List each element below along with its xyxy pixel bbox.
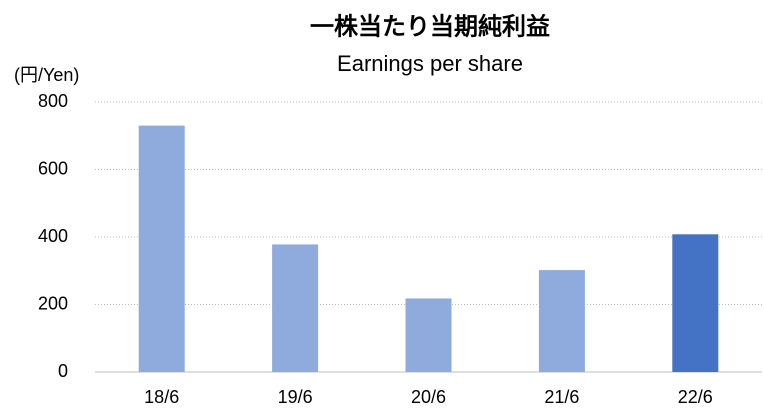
- x-tick-label: 20/6: [411, 387, 446, 407]
- chart-title: 一株当たり当期純利益: [310, 12, 550, 40]
- y-tick-label: 800: [38, 91, 68, 111]
- bar: [138, 125, 185, 372]
- x-tick-label: 22/6: [678, 387, 713, 407]
- bar: [672, 234, 719, 372]
- x-tick-label: 18/6: [144, 387, 179, 407]
- y-axis-label: (円/Yen): [14, 65, 79, 85]
- bar: [405, 298, 452, 372]
- y-tick-label: 400: [38, 226, 68, 246]
- y-tick-label: 0: [58, 361, 68, 381]
- x-tick-label: 21/6: [544, 387, 579, 407]
- bar: [272, 244, 319, 372]
- y-tick-label: 600: [38, 158, 68, 178]
- bar: [538, 270, 585, 372]
- y-tick-label: 200: [38, 293, 68, 313]
- x-tick-label: 19/6: [278, 387, 313, 407]
- chart-subtitle: Earnings per share: [337, 51, 523, 76]
